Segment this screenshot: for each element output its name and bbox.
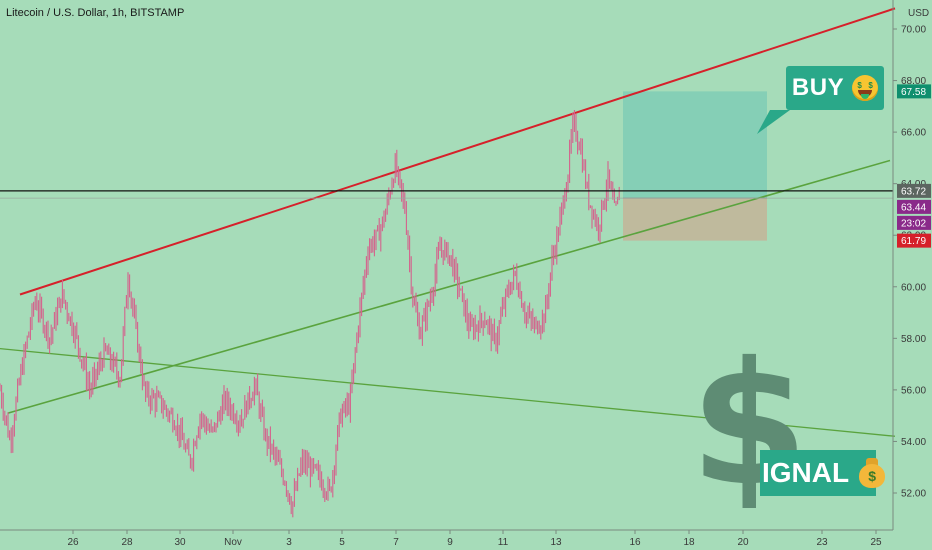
time-tick-label: 26 xyxy=(67,537,79,548)
horizontal-level-line[interactable] xyxy=(0,190,893,199)
price-axis-unit: USD xyxy=(908,8,929,19)
time-tick-label: 5 xyxy=(339,537,345,548)
callout-tail xyxy=(757,110,790,134)
time-tick-label: 23 xyxy=(816,537,828,548)
price-labels: 67.58 63.72 63.44 23:02 61.79 xyxy=(897,84,931,248)
price-tick-label: 70.00 xyxy=(901,25,926,36)
target-zone xyxy=(623,91,767,199)
price-label-bg-target xyxy=(897,84,931,99)
signal-badge: IGNAL $ xyxy=(760,450,886,496)
trendline-lower-channel xyxy=(0,347,896,437)
time-tick-label: 25 xyxy=(870,537,882,548)
price-tick-label: 52.00 xyxy=(901,489,926,500)
buy-label: BUY xyxy=(791,74,845,101)
time-tick-label: 18 xyxy=(683,537,695,548)
position-zones xyxy=(623,91,767,241)
price-tick-label: 56.00 xyxy=(901,385,926,396)
time-tick-label: Nov xyxy=(224,537,242,548)
candles xyxy=(0,110,620,518)
price-label-bg-last-price xyxy=(897,199,931,214)
stop-zone xyxy=(623,198,767,241)
time-tick-label: 3 xyxy=(286,537,292,548)
price-tick-label: 68.00 xyxy=(901,76,926,87)
time-tick-label: 9 xyxy=(447,537,453,548)
time-tick-label: 30 xyxy=(174,537,186,548)
price-label-bg-stop xyxy=(897,233,931,248)
time-tick-label: 7 xyxy=(393,537,399,548)
buy-callout: BUY $ $ xyxy=(786,66,884,110)
money-bag-icon: $ xyxy=(859,458,886,488)
price-label-bg-countdown xyxy=(897,215,931,230)
money-mouth-face-icon: $ $ xyxy=(852,75,879,101)
trendline-support xyxy=(7,159,891,414)
time-tick-label: 16 xyxy=(629,537,641,548)
price-tick-label: 54.00 xyxy=(901,437,926,448)
time-tick-label: 11 xyxy=(498,537,509,548)
price-label-horizontal-level: 63.72 xyxy=(901,186,926,197)
price-tick-label: 58.00 xyxy=(901,334,926,345)
price-label-countdown: 23:02 xyxy=(901,218,926,229)
time-tick-label: 28 xyxy=(121,537,133,548)
price-tick-label: 66.00 xyxy=(901,128,926,139)
price-tick-label: 60.00 xyxy=(901,282,926,293)
price-label-bg-horizontal-level xyxy=(897,183,931,198)
symbol-title: Litecoin / U.S. Dollar, 1h, BITSTAMP xyxy=(6,7,185,19)
buy-callout-pointer xyxy=(757,110,790,134)
time-tick-label: 13 xyxy=(550,537,562,548)
price-label-stop: 61.79 xyxy=(901,236,926,247)
time-tick-label: 20 xyxy=(737,537,749,548)
price-label-last-price: 63.44 xyxy=(901,202,926,213)
trendlines[interactable] xyxy=(0,0,896,437)
time-axis[interactable]: 26 28 30 Nov 3 5 7 9 11 13 16 18 20 23 25 xyxy=(0,529,893,548)
trendline-resistance xyxy=(19,7,896,296)
price-axis[interactable]: USD52.0054.0056.0058.0060.0062.0064.0066… xyxy=(892,0,929,530)
price-label-target: 67.58 xyxy=(901,87,926,98)
signal-label: IGNAL xyxy=(762,457,850,488)
